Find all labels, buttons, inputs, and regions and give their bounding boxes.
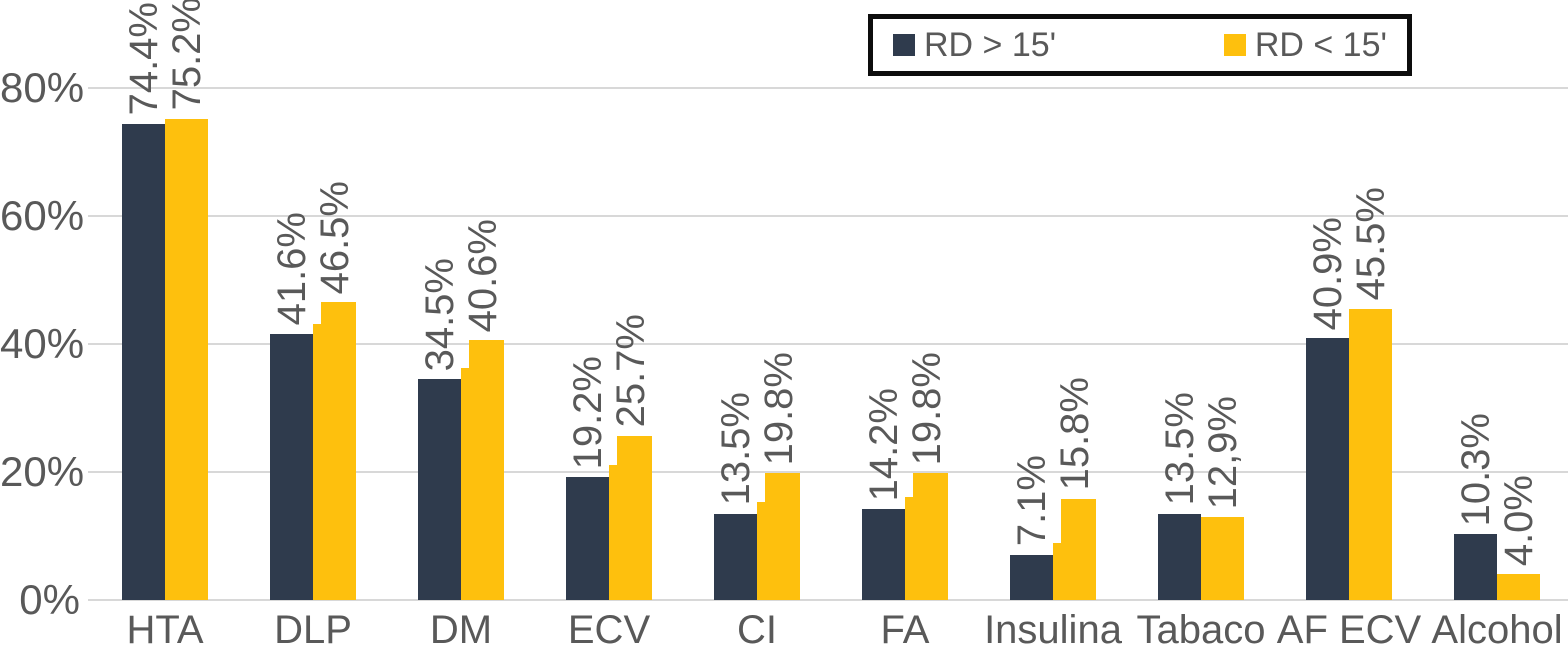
bar-dlp-rd-lt-15 (321, 302, 356, 600)
x-axis-category-label-hta: HTA (126, 608, 204, 652)
bar-alcohol-rd-lt-15 (1497, 574, 1540, 600)
bar-dlp-rd-gt-15 (270, 333, 313, 600)
bar-ci-rd-lt-15-notch (757, 502, 765, 600)
gridline-20 (88, 471, 1568, 473)
value-label-ecv-rd-lt-15-text: 25.7% (608, 314, 653, 428)
value-label-dm-rd-gt-15: 34.5% (417, 258, 463, 371)
y-axis-tick-label: 60% (0, 192, 85, 239)
bar-hta-rd-gt-15 (122, 123, 165, 600)
bar-tabaco-rd-lt-15 (1201, 517, 1244, 600)
legend: RD > 15' RD < 15' (868, 14, 1412, 76)
legend-swatch-dark (893, 34, 915, 56)
gridline-40 (88, 343, 1568, 345)
gridline-80 (88, 87, 1568, 89)
value-label-insulina-rd-lt-15-text: 15.8% (1052, 377, 1097, 491)
bar-dm-rd-lt-15 (469, 340, 504, 600)
gridline-0 (88, 599, 1568, 601)
value-label-af-ecv-rd-gt-15: 40.9% (1305, 217, 1351, 330)
bar-fa-rd-gt-15 (862, 509, 905, 600)
bar-dm-rd-gt-15 (418, 379, 461, 600)
value-label-tabaco-rd-gt-15-text: 13.5% (1157, 392, 1202, 506)
value-label-ci-rd-lt-15-text: 19.8% (756, 351, 801, 466)
value-label-alcohol-rd-gt-15-text: 10.3% (1453, 412, 1498, 527)
x-axis-category-label-dm: DM (429, 608, 493, 652)
value-label-af-ecv-rd-lt-15: 45.5% (1348, 187, 1394, 300)
bar-insulina-rd-gt-15 (1010, 554, 1053, 600)
value-label-dlp-rd-lt-15: 46.5% (312, 181, 358, 294)
value-label-insulina-rd-gt-15-text: 7.1% (1009, 455, 1054, 547)
value-label-tabaco-rd-lt-15-text: 12,9% (1200, 396, 1245, 510)
bar-ecv-rd-lt-15-notch (609, 464, 617, 600)
bar-insulina-rd-lt-15 (1061, 498, 1096, 600)
x-axis-category-label-alcohol: Alcohol (1431, 608, 1563, 652)
x-axis-category-label-dlp: DLP (274, 608, 352, 652)
x-axis-category-label-insulina: Insulina (984, 608, 1122, 652)
value-label-af-ecv-rd-lt-15-text: 45.5% (1348, 187, 1393, 301)
value-label-ecv-rd-gt-15: 19.2% (565, 356, 611, 469)
legend-label-rd-gt-15: RD > 15' (924, 25, 1057, 64)
bar-ci-rd-lt-15 (765, 473, 800, 600)
value-label-alcohol-rd-lt-15: 4.0% (1496, 475, 1542, 566)
bar-ecv-rd-lt-15 (617, 435, 652, 600)
legend-item-rd-lt-15: RD < 15' (1223, 25, 1387, 65)
value-label-insulina-rd-lt-15: 15.8% (1052, 377, 1098, 490)
value-label-hta-rd-gt-15: 74.4% (121, 2, 167, 115)
y-axis-tick-label: 0% (19, 576, 80, 623)
bar-insulina-rd-lt-15-notch (1053, 543, 1061, 600)
bar-af-ecv-rd-lt-15 (1349, 308, 1392, 600)
x-axis-category-label-fa: FA (880, 608, 930, 652)
value-label-fa-rd-gt-15-text: 14.2% (861, 387, 906, 502)
x-axis-category-label-tabaco: Tabaco (1136, 608, 1266, 652)
value-label-tabaco-rd-lt-15: 12,9% (1200, 396, 1246, 509)
value-label-dm-rd-lt-15-text: 40.6% (460, 218, 505, 333)
value-label-ecv-rd-lt-15: 25.7% (608, 314, 654, 427)
value-label-dlp-rd-lt-15-text: 46.5% (312, 180, 357, 295)
value-label-fa-rd-gt-15: 14.2% (861, 388, 907, 501)
bar-ci-rd-gt-15 (714, 513, 757, 600)
bar-tabaco-rd-gt-15 (1158, 513, 1201, 600)
bar-dlp-rd-lt-15-notch (313, 323, 321, 600)
value-label-ci-rd-gt-15: 13.5% (713, 392, 759, 505)
y-axis-tick-label: 40% (0, 320, 85, 367)
value-label-fa-rd-lt-15: 19.8% (904, 352, 950, 465)
bar-ecv-rd-gt-15 (566, 477, 609, 600)
bar-fa-rd-lt-15 (913, 473, 948, 600)
y-axis-tick-label: 80% (0, 64, 85, 111)
y-axis-tick-label: 20% (0, 448, 85, 495)
bar-fa-rd-lt-15-notch (905, 496, 913, 600)
value-label-dm-rd-lt-15: 40.6% (460, 219, 506, 332)
legend-item-rd-gt-15: RD > 15' (893, 26, 1056, 65)
value-label-dlp-rd-gt-15-text: 41.6% (269, 212, 314, 326)
value-label-hta-rd-lt-15-text: 75.2% (164, 0, 209, 111)
bar-alcohol-rd-gt-15 (1454, 534, 1497, 600)
x-axis-category-label-af-ecv: AF ECV (1276, 608, 1422, 652)
value-label-tabaco-rd-gt-15: 13.5% (1157, 392, 1203, 505)
x-axis-category-label-ci: CI (737, 608, 777, 652)
value-label-alcohol-rd-lt-15-text: 4.0% (1496, 475, 1541, 567)
value-label-ci-rd-lt-15: 19.8% (756, 352, 802, 465)
value-label-insulina-rd-gt-15: 7.1% (1009, 455, 1055, 546)
value-label-dlp-rd-gt-15: 41.6% (269, 212, 315, 325)
gridline-60 (88, 215, 1568, 217)
value-label-af-ecv-rd-gt-15-text: 40.9% (1305, 216, 1350, 331)
bar-af-ecv-rd-gt-15 (1306, 338, 1349, 600)
x-axis-category-label-ecv: ECV (567, 608, 651, 652)
bar-hta-rd-lt-15 (165, 118, 208, 600)
legend-swatch-yellow (1223, 34, 1246, 56)
value-label-ci-rd-gt-15-text: 13.5% (713, 392, 758, 506)
value-label-alcohol-rd-gt-15: 10.3% (1453, 413, 1499, 526)
value-label-dm-rd-gt-15-text: 34.5% (417, 257, 462, 372)
legend-label-rd-lt-15: RD < 15' (1254, 25, 1387, 64)
value-label-ecv-rd-gt-15-text: 19.2% (565, 355, 610, 470)
bar-dm-rd-lt-15-notch (461, 368, 469, 600)
value-label-hta-rd-lt-15: 75.2% (164, 0, 210, 111)
value-label-fa-rd-lt-15-text: 19.8% (904, 351, 949, 466)
value-label-hta-rd-gt-15-text: 74.4% (121, 2, 166, 116)
